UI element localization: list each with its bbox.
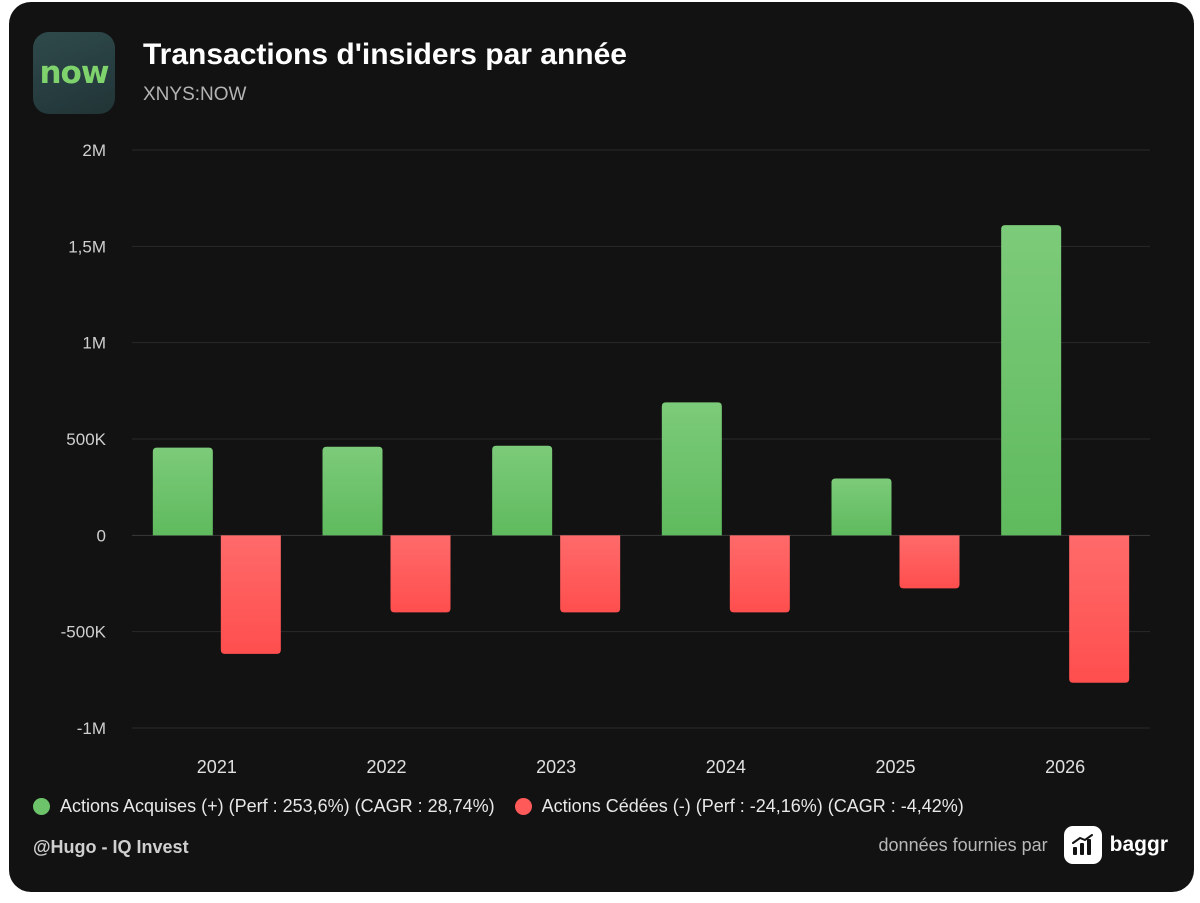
y-tick-label: 500K <box>66 430 106 449</box>
bar-acquired-2024[interactable] <box>661 402 722 536</box>
bar-sold-2021[interactable] <box>220 535 281 654</box>
x-tick-label: 2026 <box>1045 757 1085 777</box>
bar-sold-2023[interactable] <box>560 535 621 613</box>
y-tick-label: 1M <box>82 334 106 353</box>
y-tick-label: 2M <box>82 141 106 160</box>
bar-sold-2022[interactable] <box>390 535 451 613</box>
legend-label-acquired: Actions Acquises (+) (Perf : 253,6%) (CA… <box>60 796 495 816</box>
author-credit: @Hugo - IQ Invest <box>33 837 189 857</box>
bar-sold-2024[interactable] <box>729 535 790 613</box>
bar-acquired-2026[interactable] <box>1001 225 1062 536</box>
bar-acquired-2021[interactable] <box>152 447 213 536</box>
x-tick-label: 2021 <box>197 757 237 777</box>
x-tick-label: 2022 <box>366 757 406 777</box>
y-tick-label: 0 <box>97 526 106 545</box>
ticker-subtitle: XNYS:NOW <box>143 84 247 105</box>
bar-acquired-2023[interactable] <box>492 445 553 536</box>
logo-text: now <box>39 55 109 91</box>
chart-title: Transactions d'insiders par année <box>143 38 627 71</box>
x-tick-label: 2024 <box>706 757 746 777</box>
legend-dot-red-icon <box>514 798 532 815</box>
bar-acquired-2025[interactable] <box>831 478 892 536</box>
y-tick-label: 1,5M <box>68 237 106 256</box>
y-tick-label: -500K <box>61 623 107 642</box>
servicenow-logo: now <box>33 32 115 114</box>
bar-sold-2025[interactable] <box>899 535 960 589</box>
y-tick-label: -1M <box>77 719 106 738</box>
chart-legend: Actions Acquises (+) (Perf : 253,6%) (CA… <box>33 796 984 817</box>
x-tick-label: 2025 <box>875 757 915 777</box>
legend-item-sold[interactable]: Actions Cédées (-) (Perf : -24,16%) (CAG… <box>514 796 964 817</box>
provider-name: baggr <box>1109 833 1168 856</box>
x-tick-label: 2023 <box>536 757 576 777</box>
baggr-chart-icon <box>1063 826 1102 864</box>
legend-label-sold: Actions Cédées (-) (Perf : -24,16%) (CAG… <box>541 796 964 816</box>
data-provider: données fournies par baggr <box>879 826 1168 864</box>
provider-label: données fournies par <box>878 834 1048 855</box>
bar-sold-2026[interactable] <box>1069 535 1130 683</box>
bar-acquired-2022[interactable] <box>322 446 383 536</box>
legend-item-acquired[interactable]: Actions Acquises (+) (Perf : 253,6%) (CA… <box>33 796 495 817</box>
legend-dot-green-icon <box>33 798 50 815</box>
